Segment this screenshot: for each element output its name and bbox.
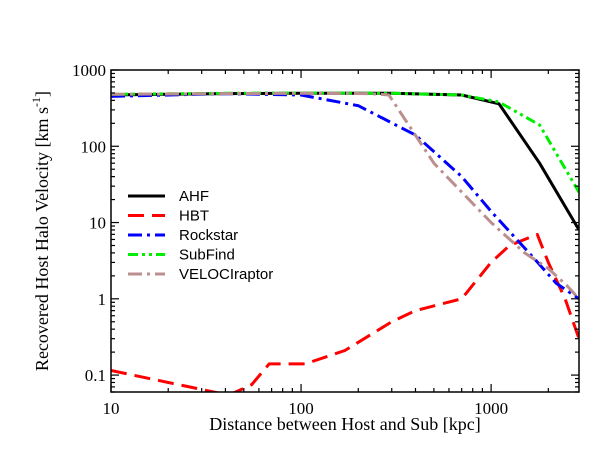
x-tick-label: 100 — [288, 399, 314, 418]
y-tick-label: 1000 — [72, 61, 106, 80]
y-tick-label: 100 — [81, 137, 107, 156]
series-line-2 — [111, 92, 579, 301]
y-axis-label: Recovered Host Halo Velocity [km s-1] — [29, 91, 52, 371]
y-tick-label: 1 — [98, 290, 107, 309]
series-layer — [111, 91, 579, 392]
y-tick-label: 0.1 — [85, 366, 106, 385]
series-line-4 — [111, 91, 579, 300]
x-tick-label: 10 — [103, 399, 120, 418]
legend: AHF HBT Rockstar SubFind VELOCIraptor — [128, 188, 273, 283]
series-line-3 — [111, 91, 579, 193]
series-line-1 — [111, 232, 579, 392]
ticks-layer — [110, 69, 579, 393]
plot-area — [110, 69, 580, 393]
y-tick-label: 10 — [89, 214, 106, 233]
legend-label-3: SubFind — [179, 247, 235, 264]
plot-frame — [110, 69, 580, 393]
legend-label-1: HBT — [179, 208, 209, 225]
legend-label-4: VELOCIraptor — [179, 266, 273, 283]
x-tick-label: 1000 — [474, 399, 508, 418]
x-axis-label: Distance between Host and Sub [kpc] — [209, 414, 480, 434]
legend-label-2: Rockstar — [179, 227, 238, 244]
legend-label-0: AHF — [179, 188, 209, 205]
